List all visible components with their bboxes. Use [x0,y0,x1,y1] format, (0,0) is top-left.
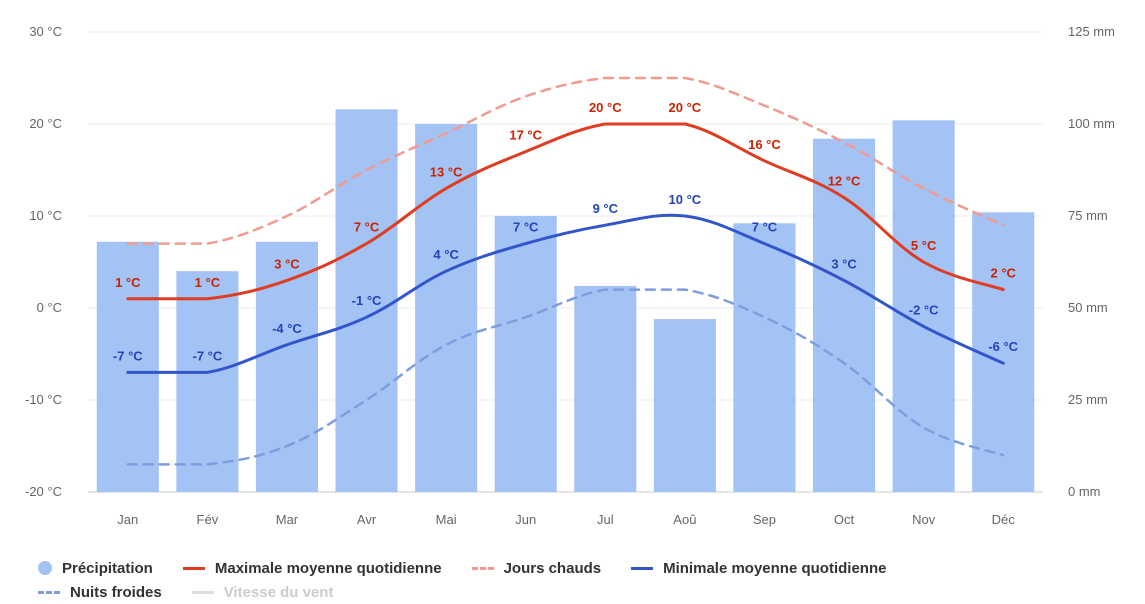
precipitation-bar [494,216,557,492]
right-tick-label: 100 mm [1068,116,1115,131]
right-tick-label: 75 mm [1068,208,1108,223]
max-temp-label: 1 °C [195,275,221,290]
x-tick-label: Fév [197,512,219,527]
min-temp-label: -2 °C [909,302,939,317]
x-tick-label: Mar [276,512,299,527]
precipitation-bar [255,241,318,492]
legend-item-precipitation[interactable]: Précipitation [38,560,153,577]
legend-label-min-temp: Minimale moyenne quotidienne [663,559,887,577]
legend-label-precipitation: Précipitation [62,559,153,577]
x-tick-label: Oct [834,512,855,527]
min-temp-label: -7 °C [113,348,143,363]
x-axis-ticks: Jan Fév Mar Avr Mai Jun Jul Aoû Sep Oct Nov Déc [117,512,1015,527]
max-temp-label: 1 °C [115,275,141,290]
legend-cold-nights-icon [38,590,60,594]
left-tick-label: 20 °C [29,116,62,131]
legend-item-wind-speed[interactable]: Vitesse du vent [191,583,334,601]
legend: Précipitation Maximale moyenne quotidien… [38,556,1128,604]
legend-item-max-temp[interactable]: Maximale moyenne quotidienne [182,559,442,577]
legend-item-min-temp[interactable]: Minimale moyenne quotidienne [631,560,886,577]
precipitation-bar [733,223,796,493]
legend-label-hot-days: Jours chauds [503,559,602,577]
min-temp-label: -4 °C [272,321,302,336]
min-temp-label: 7 °C [513,220,539,235]
dashed-series-line-2 [126,76,1005,245]
left-tick-label: -20 °C [25,484,62,499]
precipitation-bar [96,241,159,492]
x-tick-label: Mai [436,512,457,527]
min-temp-label: 7 °C [752,220,778,235]
min-temp-label: -7 °C [192,348,222,363]
temperature-lines[interactable] [126,76,1005,466]
left-axis-ticks: 30 °C 20 °C 10 °C 0 °C -10 °C -20 °C [25,24,62,499]
min-temp-label: 10 °C [669,192,702,207]
min-temp-label: 4 °C [433,247,459,262]
legend-label-wind-speed: Vitesse du vent [223,583,334,601]
max-temp-label: 3 °C [274,256,300,271]
max-temp-label: 20 °C [589,100,622,115]
data-labels: 1 °C 1 °C 3 °C 7 °C 13 °C 17 °C 20 °C 20 °C 16 °… [113,100,1019,363]
precipitation-bar [813,138,876,492]
legend-precipitation-icon [38,561,52,575]
min-temp-label: 3 °C [831,256,857,271]
precipitation-bar [892,120,955,492]
x-tick-label: Jul [597,512,614,527]
right-tick-label: 50 mm [1068,300,1108,315]
legend-hot-days-icon [471,566,494,570]
left-tick-label: -10 °C [25,392,62,407]
right-tick-label: 0 mm [1068,484,1101,499]
legend-label-cold-nights: Nuits froides [70,583,162,601]
left-tick-label: 0 °C [37,300,62,315]
x-tick-label: Jun [515,512,536,527]
x-tick-label: Aoû [673,512,696,527]
series-line-1 [126,122,1005,301]
legend-row-1: Précipitation Maximale moyenne quotidien… [38,556,1128,580]
left-tick-label: 30 °C [29,24,62,39]
precipitation-bar [574,285,637,492]
precipitation-bar [176,271,239,492]
x-tick-label: Déc [992,512,1016,527]
max-temp-label: 13 °C [430,164,463,179]
max-temp-label: 2 °C [990,266,1016,281]
max-temp-label: 17 °C [509,128,542,143]
precipitation-bar [335,109,398,492]
dashed-series-line-4 [126,288,1005,466]
series-line-3 [126,213,1005,374]
climate-chart: 30 °C 20 °C 10 °C 0 °C -10 °C -20 °C 125 mm 10… [25,24,1115,527]
max-temp-label: 16 °C [748,137,781,152]
max-temp-label: 5 °C [911,238,937,253]
min-temp-label: -1 °C [352,293,382,308]
legend-row-2: Nuits froides Vitesse du vent [38,580,1128,604]
x-tick-label: Avr [357,512,377,527]
x-tick-label: Jan [117,512,138,527]
legend-label-max-temp: Maximale moyenne quotidienne [214,559,442,577]
min-temp-label: 9 °C [593,201,619,216]
x-tick-label: Nov [912,512,936,527]
right-axis-ticks: 125 mm 100 mm 75 mm 50 mm 25 mm 0 mm [1068,24,1115,499]
precipitation-bar [415,124,478,492]
x-tick-label: Sep [753,512,776,527]
max-temp-label: 12 °C [828,174,861,189]
left-tick-label: 10 °C [29,208,62,223]
legend-wind-speed-icon [191,590,214,594]
grid-lines [88,31,1043,493]
legend-max-temp-icon [182,566,205,570]
max-temp-label: 20 °C [669,100,702,115]
precipitation-bar [653,319,716,492]
min-temp-label: -6 °C [988,339,1018,354]
legend-item-hot-days[interactable]: Jours chauds [471,559,602,577]
max-temp-label: 7 °C [354,220,380,235]
legend-item-cold-nights[interactable]: Nuits froides [38,584,162,601]
legend-min-temp-icon [631,566,654,570]
precipitation-bars[interactable] [96,109,1035,493]
right-tick-label: 25 mm [1068,392,1108,407]
right-tick-label: 125 mm [1068,24,1115,39]
precipitation-bar [972,212,1035,492]
